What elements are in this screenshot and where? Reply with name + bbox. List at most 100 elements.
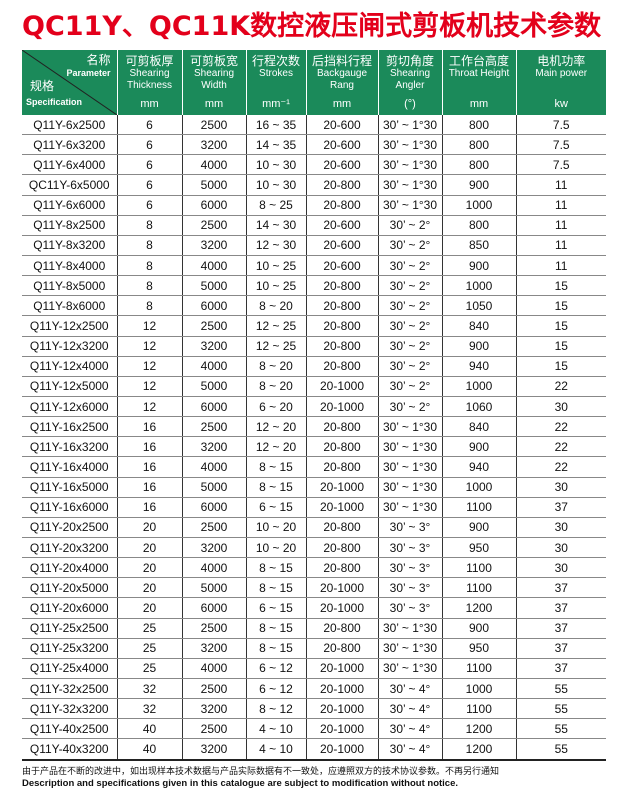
value-cell: 7.5 [515,134,606,156]
value-cell: 37 [515,577,606,599]
column-cn: 电机功率 [537,54,586,68]
value-cell: 6 [116,154,182,176]
value-cell: 30’ ~ 3° [377,597,442,619]
param-cn: 名称 [86,53,111,67]
value-cell: 2500 [181,618,246,639]
model-cell: Q11Y-20x6000 [22,597,117,619]
value-cell: 37 [515,497,606,518]
corner-header: 名称 Parameter 规格 Specification [22,50,117,115]
value-cell: 30’ ~ 1°30 [377,497,442,518]
model-cell: Q11Y-16x5000 [22,477,117,498]
value-cell: 8 [116,275,182,297]
model-cell: Q11Y-6x6000 [22,195,117,216]
model-cell: Q11Y-12x4000 [22,356,117,377]
model-cell: Q11Y-8x6000 [22,295,117,317]
model-cell: Q11Y-16x2500 [22,416,117,438]
value-cell: 10 ~ 25 [245,275,306,297]
value-cell: 25 [116,618,182,639]
table-row: Q11Y-8x3200 8 3200 12 ~ 30 20-600 30’ ~ 2° 850… [22,235,606,256]
model-cell: Q11Y-16x6000 [22,497,117,518]
value-cell: 16 [116,416,182,438]
value-cell: 3200 [181,698,246,720]
value-cell: 800 [441,115,516,136]
column-en: Main power [535,68,588,79]
value-cell: 2500 [181,517,246,538]
value-cell: 20-800 [305,295,378,317]
model-cell: Q11Y-20x4000 [22,557,117,579]
model-cell: Q11Y-12x3200 [22,336,117,357]
value-cell: 30’ ~ 4° [377,698,442,720]
value-cell: 30’ ~ 2° [377,336,442,357]
value-cell: 30 [515,517,606,538]
value-cell: 6000 [181,396,246,418]
value-cell: 1200 [441,738,516,761]
value-cell: 900 [441,336,516,357]
value-cell: 22 [515,416,606,438]
value-cell: 15 [515,295,606,317]
value-cell: 16 [116,456,182,478]
column-unit: (°) [404,98,416,110]
value-cell: 30’ ~ 4° [377,738,442,761]
model-cell: Q11Y-25x2500 [22,618,117,639]
table-row: Q11Y-12x2500 12 2500 12 ~ 25 20-800 30’ ~ 2° 8… [22,315,606,337]
column-header: 剪切角度 Shearing Angler (°) [377,50,442,115]
table-row: Q11Y-40x3200 40 3200 4 ~ 10 20-1000 30’ ~ 4° 1… [22,738,606,761]
value-cell: 20-800 [305,618,378,639]
value-cell: 950 [441,638,516,659]
value-cell: 1000 [441,678,516,700]
value-cell: 8 ~ 20 [245,295,306,317]
value-cell: 6000 [181,497,246,518]
table-row: Q11Y-16x6000 16 6000 6 ~ 15 20-1000 30’ ~ 1°3… [22,497,606,518]
value-cell: 11 [515,255,606,277]
value-cell: 30 [515,477,606,498]
value-cell: 15 [515,275,606,297]
value-cell: 30 [515,537,606,559]
value-cell: 20-800 [305,195,378,216]
value-cell: 5000 [181,275,246,297]
value-cell: 840 [441,416,516,438]
value-cell: 30’ ~ 2° [377,376,442,397]
table-row: Q11Y-25x2500 25 2500 8 ~ 15 20-800 30’ ~ 1°30… [22,618,606,639]
value-cell: 1200 [441,597,516,619]
value-cell: 6 ~ 15 [245,597,306,619]
table-row: Q11Y-16x5000 16 5000 8 ~ 15 20-1000 30’ ~ 1°3… [22,477,606,498]
value-cell: 1200 [441,718,516,740]
note-en: Description and specifications given in … [22,778,459,789]
value-cell: 20-800 [305,315,378,337]
value-cell: 20-600 [305,215,378,236]
value-cell: 30’ ~ 2° [377,356,442,377]
table-row: Q11Y-12x6000 12 6000 6 ~ 20 20-1000 30’ ~ 2° 1… [22,396,606,418]
value-cell: 30’ ~ 3° [377,577,442,599]
page-title: QC11Y、QC11K数控液压闸式剪板机技术参数 [22,11,602,42]
value-cell: 7.5 [515,154,606,176]
value-cell: 32 [116,698,182,720]
value-cell: 3200 [181,436,246,458]
value-cell: 5000 [181,376,246,397]
value-cell: 30’ ~ 1°30 [377,456,442,478]
value-cell: 5000 [181,174,246,196]
model-cell: Q11Y-8x3200 [22,235,117,256]
value-cell: 20 [116,577,182,599]
value-cell: 6 [116,195,182,216]
table-row: Q11Y-16x4000 16 4000 8 ~ 15 20-800 30’ ~ 1°30… [22,456,606,478]
column-cn: 行程次数 [251,54,300,68]
value-cell: 30 [515,396,606,418]
value-cell: 900 [441,174,516,196]
model-cell: Q11Y-16x3200 [22,436,117,458]
column-header: 行程次数 Strokes mm⁻¹ [245,50,306,115]
column-header: 电机功率 Main power kw [515,50,606,115]
value-cell: 55 [515,738,606,761]
value-cell: 25 [116,638,182,659]
value-cell: 20-1000 [305,718,378,740]
value-cell: 30’ ~ 1°30 [377,436,442,458]
value-cell: 20 [116,537,182,559]
value-cell: 22 [515,436,606,458]
value-cell: 8 [116,295,182,317]
value-cell: 6 ~ 15 [245,497,306,518]
value-cell: 20-600 [305,255,378,277]
value-cell: 30’ ~ 2° [377,255,442,277]
table-row: Q11Y-32x2500 32 2500 6 ~ 12 20-1000 30’ ~ 4° 1… [22,678,606,700]
value-cell: 11 [515,174,606,196]
column-en: Strokes [259,68,293,79]
value-cell: 30’ ~ 1°30 [377,134,442,156]
